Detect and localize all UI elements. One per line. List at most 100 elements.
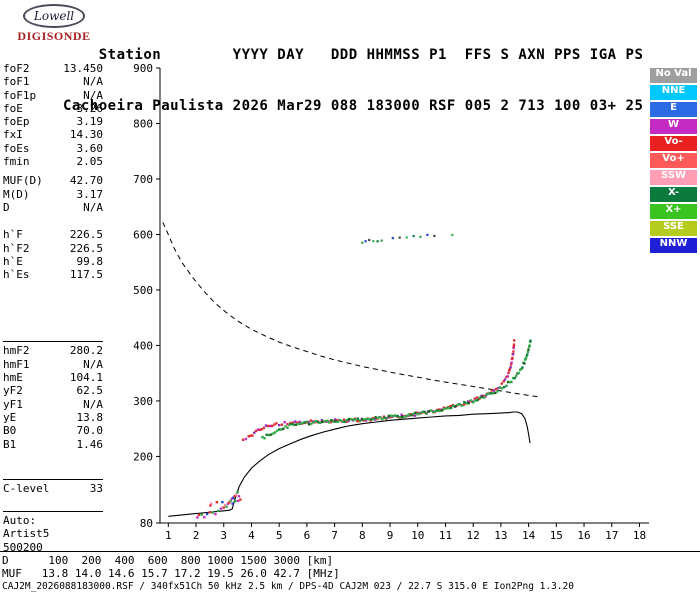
parameter-row: foEp 3.19	[3, 115, 103, 128]
parameter-value: 13.8	[76, 410, 104, 424]
parameter-group: C-level 33	[3, 478, 103, 495]
svg-text:7: 7	[331, 529, 338, 542]
parameter-row: Auto:	[3, 514, 103, 527]
parameter-panel: foF2 13.450 foF1 N/A foF1p N/A foE 3.26 foEp 3.19…	[3, 62, 103, 554]
header-column-labels: Station YYYY DAY DDD HHMMSS P1 FFS S AXN…	[63, 47, 644, 63]
svg-text:900: 900	[133, 62, 153, 75]
parameter-row: 500200	[3, 541, 103, 554]
e-region-echoes	[196, 490, 242, 519]
parameter-row: hmF2 280.2	[3, 344, 103, 357]
parameter-label: Artist5	[3, 527, 50, 541]
axes: 1 2 3 4 5 6 7 8 9 10 11 12 13 14 15 16 17 189008007006005…	[133, 62, 649, 542]
parameter-label: hmE	[3, 371, 23, 385]
parameter-row: D N/A	[3, 201, 103, 214]
parameter-value: N/A	[83, 75, 103, 89]
parameter-value: 99.8	[76, 254, 104, 268]
svg-text:9: 9	[387, 529, 394, 542]
svg-text:400: 400	[133, 339, 153, 352]
parameter-value: 104.1	[69, 371, 103, 385]
parameter-label: MUF(D)	[3, 174, 43, 188]
f-trace-o-mode	[241, 339, 516, 441]
legend-item-x+: X+	[650, 204, 697, 219]
parameter-label: foF2	[3, 62, 30, 75]
svg-text:16: 16	[577, 529, 590, 542]
svg-text:13: 13	[494, 529, 507, 542]
svg-text:600: 600	[133, 228, 153, 241]
header: Station YYYY DAY DDD HHMMSS P1 FFS S AXN…	[63, 13, 643, 132]
muf-row: MUF 13.8 14.0 14.6 15.7 17.2 19.5 26.0 4…	[2, 567, 340, 580]
lowell-logo-ellipse: Lowell	[23, 4, 85, 28]
parameter-value: 70.0	[76, 424, 104, 438]
parameter-row: foF2 13.450	[3, 62, 103, 75]
parameter-group: Auto: Artist5 500200	[3, 511, 103, 554]
parameter-row: MUF(D) 42.70	[3, 174, 103, 187]
parameter-row: h`F2 226.5	[3, 242, 103, 255]
parameter-value: 117.5	[69, 268, 103, 282]
svg-text:15: 15	[550, 529, 563, 542]
distance-row: D 100 200 400 600 800 1000 1500 3000 [km…	[2, 554, 334, 567]
parameter-value: 3.26	[76, 101, 104, 115]
file-info-row: CAJ2M_2026088183000.RSF / 340fx51Ch 50 k…	[2, 581, 574, 592]
parameter-value: 3.19	[76, 115, 104, 129]
parameter-row: h`F 226.5	[3, 228, 103, 241]
muf-transmission-curve	[162, 222, 540, 398]
logo-digisonde-text: DIGISONDE	[17, 29, 91, 43]
parameter-value: N/A	[83, 397, 103, 411]
parameter-row: h`E 99.8	[3, 255, 103, 268]
legend-item-e: E	[650, 102, 697, 117]
parameter-row: Artist5	[3, 527, 103, 540]
svg-text:4: 4	[248, 529, 255, 542]
parameter-row: h`Es 117.5	[3, 268, 103, 281]
legend-item-no-val: No Val	[650, 68, 697, 83]
logo-lowell-text: Lowell	[33, 9, 75, 23]
parameter-row: foE 3.26	[3, 102, 103, 115]
svg-text:17: 17	[605, 529, 618, 542]
parameter-group: h`F 226.5 h`F2 226.5 h`E 99.8 h`Es 117.5	[3, 228, 103, 281]
svg-text:700: 700	[133, 173, 153, 186]
svg-text:8: 8	[359, 529, 366, 542]
parameter-value: N/A	[83, 357, 103, 371]
legend-item-w: W	[650, 119, 697, 134]
parameter-row: foF1 N/A	[3, 75, 103, 88]
legend-item-nnw: NNW	[650, 238, 697, 253]
parameter-group: foF2 13.450 foF1 N/A foF1p N/A foE 3.26 foEp 3.19…	[3, 62, 103, 168]
parameter-row: foEs 3.60	[3, 142, 103, 155]
parameter-label: foEs	[3, 141, 30, 155]
parameter-row: B0 70.0	[3, 424, 103, 437]
parameter-value: 3.17	[76, 187, 104, 201]
svg-text:3: 3	[220, 529, 227, 542]
f-trace-x-mode	[261, 339, 532, 440]
bottom-info: D 100 200 400 600 800 1000 1500 3000 [km…	[0, 551, 700, 593]
parameter-row: M(D) 3.17	[3, 188, 103, 201]
parameter-value: 2.05	[76, 155, 104, 169]
parameter-row: yF2 62.5	[3, 384, 103, 397]
true-height-profile	[168, 411, 531, 517]
svg-text:10: 10	[411, 529, 424, 542]
legend-item-vo-: Vo-	[650, 136, 697, 151]
parameter-value: 3.60	[76, 141, 104, 155]
parameter-label: foF1p	[3, 88, 37, 102]
parameter-value: 226.5	[69, 228, 103, 242]
lowell-digisonde-logo: Lowell DIGISONDE	[8, 4, 100, 44]
parameter-label: hmF2	[3, 344, 30, 358]
parameter-label: foF1	[3, 75, 30, 89]
parameter-value: 42.70	[69, 174, 103, 188]
parameter-label: foEp	[3, 115, 30, 129]
parameter-label: h`Es	[3, 268, 30, 282]
parameter-value: 14.30	[69, 128, 103, 142]
parameter-label: yE	[3, 410, 17, 424]
parameter-row: fmin 2.05	[3, 155, 103, 168]
legend-item-x-: X-	[650, 187, 697, 202]
svg-text:80: 80	[140, 517, 153, 530]
svg-text:14: 14	[522, 529, 536, 542]
parameter-label: M(D)	[3, 187, 30, 201]
legend-item-ssw: SSW	[650, 170, 697, 185]
parameter-label: B0	[3, 424, 17, 438]
parameter-row: C-level 33	[3, 482, 103, 495]
parameter-group: MUF(D) 42.70 M(D) 3.17 D N/A	[3, 174, 103, 214]
parameter-row: hmF1 N/A	[3, 358, 103, 371]
parameter-row: yF1 N/A	[3, 398, 103, 411]
svg-text:5: 5	[276, 529, 283, 542]
svg-text:12: 12	[467, 529, 480, 542]
parameter-label: h`E	[3, 254, 23, 268]
